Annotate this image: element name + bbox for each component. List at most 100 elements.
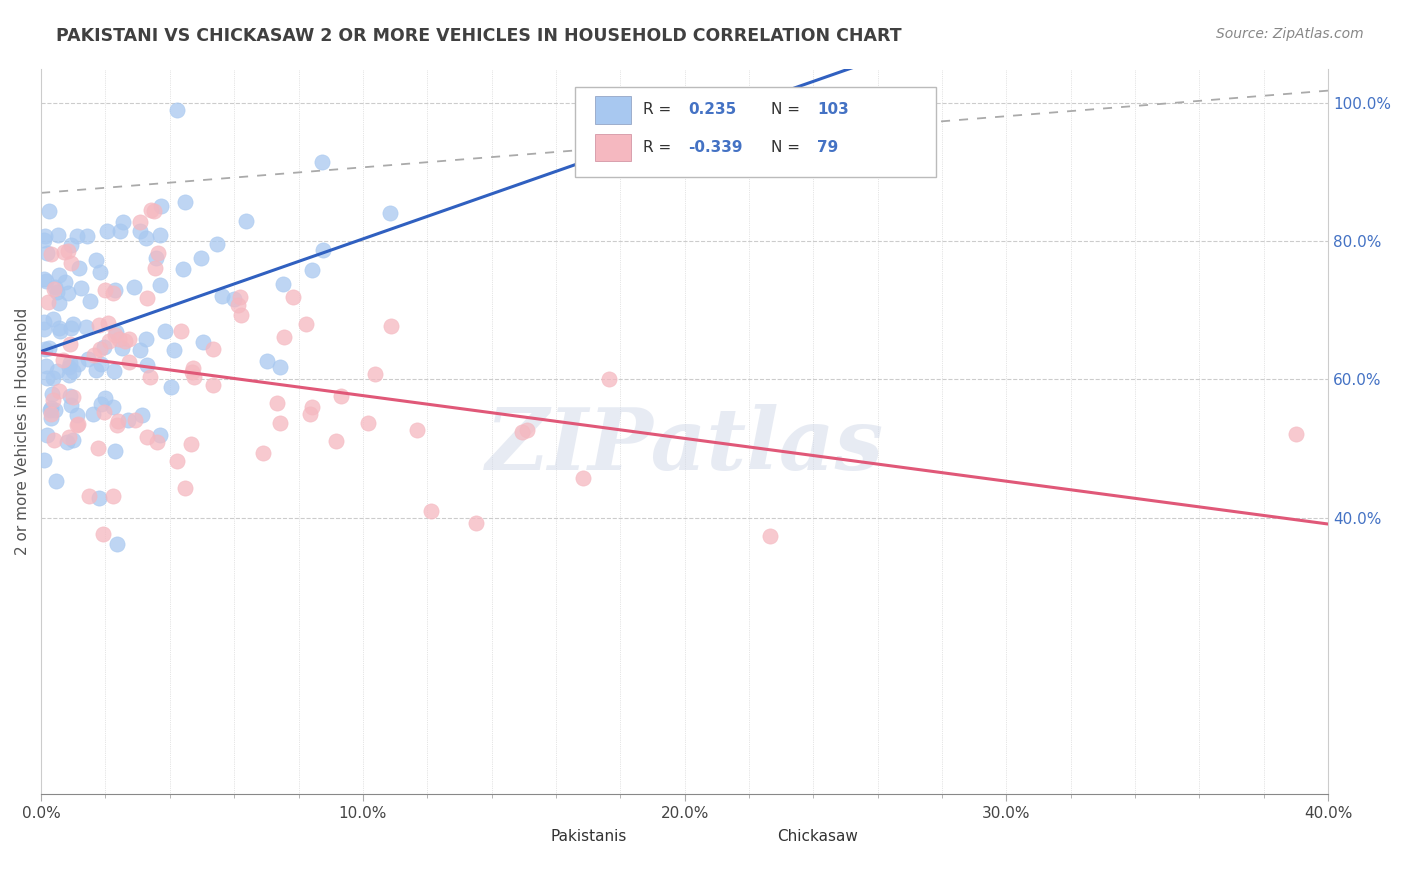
Point bbox=[211, 289, 233, 303]
Text: R =: R = bbox=[644, 103, 676, 118]
Point bbox=[62, 317, 84, 331]
Point bbox=[149, 427, 172, 442]
Text: R =: R = bbox=[644, 140, 676, 155]
Point bbox=[76, 228, 98, 243]
Point bbox=[160, 380, 183, 394]
Point bbox=[44, 280, 66, 294]
Point bbox=[108, 224, 131, 238]
Point bbox=[48, 321, 70, 335]
Point bbox=[181, 361, 204, 376]
Point bbox=[329, 389, 352, 403]
Point bbox=[44, 283, 66, 297]
Point bbox=[149, 277, 172, 292]
Point bbox=[174, 481, 197, 495]
Point bbox=[38, 203, 60, 218]
Point bbox=[118, 332, 141, 346]
Point bbox=[166, 103, 188, 117]
Point bbox=[37, 370, 59, 384]
Point bbox=[283, 290, 305, 304]
Point bbox=[84, 253, 107, 268]
Point bbox=[149, 227, 172, 242]
Text: Pakistanis: Pakistanis bbox=[551, 829, 627, 844]
Point bbox=[111, 215, 134, 229]
Point bbox=[269, 416, 291, 430]
Point bbox=[301, 262, 323, 277]
Point bbox=[93, 405, 115, 419]
Point bbox=[93, 340, 115, 354]
Text: 103: 103 bbox=[817, 103, 849, 118]
Point bbox=[42, 433, 65, 447]
Point bbox=[145, 251, 167, 265]
Point bbox=[1285, 427, 1308, 442]
Point bbox=[52, 353, 75, 368]
Point bbox=[122, 280, 145, 294]
Point bbox=[34, 315, 56, 329]
Point bbox=[69, 280, 91, 294]
Point bbox=[97, 316, 120, 330]
Point bbox=[39, 247, 62, 261]
Point bbox=[89, 491, 111, 505]
Point bbox=[34, 233, 56, 247]
Point bbox=[103, 400, 125, 414]
Point bbox=[89, 265, 111, 279]
Point bbox=[83, 348, 105, 362]
Point bbox=[34, 272, 56, 286]
Point bbox=[301, 400, 323, 414]
Point bbox=[166, 454, 188, 468]
Point bbox=[66, 229, 89, 244]
Point bbox=[103, 286, 125, 301]
Point bbox=[311, 155, 333, 169]
Point bbox=[34, 453, 56, 467]
Point bbox=[53, 275, 76, 289]
Point bbox=[49, 324, 72, 338]
Point bbox=[34, 322, 56, 336]
Point bbox=[146, 245, 169, 260]
Point bbox=[298, 408, 321, 422]
Text: N =: N = bbox=[770, 140, 804, 155]
Text: 0.235: 0.235 bbox=[689, 103, 737, 118]
FancyBboxPatch shape bbox=[595, 96, 630, 124]
Point bbox=[256, 354, 278, 368]
Point bbox=[406, 424, 429, 438]
Point bbox=[66, 418, 89, 433]
Text: -0.339: -0.339 bbox=[689, 140, 742, 155]
Point bbox=[96, 223, 118, 237]
Point bbox=[56, 286, 79, 301]
Point bbox=[131, 408, 153, 422]
Point bbox=[117, 413, 139, 427]
Point bbox=[190, 251, 212, 265]
Point bbox=[104, 327, 127, 342]
Point bbox=[66, 357, 89, 371]
Point bbox=[34, 342, 56, 356]
FancyBboxPatch shape bbox=[505, 825, 543, 847]
Point bbox=[172, 262, 194, 277]
Point bbox=[56, 244, 79, 258]
Point bbox=[128, 343, 150, 358]
Point bbox=[105, 418, 128, 433]
Text: PAKISTANI VS CHICKASAW 2 OR MORE VEHICLES IN HOUSEHOLD CORRELATION CHART: PAKISTANI VS CHICKASAW 2 OR MORE VEHICLE… bbox=[56, 27, 901, 45]
Point bbox=[111, 341, 134, 355]
Point bbox=[67, 260, 90, 275]
Point bbox=[38, 341, 60, 355]
Point bbox=[108, 332, 131, 346]
Point bbox=[273, 330, 295, 344]
Text: ZIPatlas: ZIPatlas bbox=[485, 404, 884, 488]
Point bbox=[269, 359, 291, 374]
Point bbox=[79, 489, 101, 503]
Point bbox=[380, 319, 402, 334]
Point bbox=[201, 342, 224, 356]
Point bbox=[58, 368, 80, 382]
Point bbox=[572, 471, 595, 485]
Point bbox=[79, 293, 101, 308]
Point bbox=[35, 428, 58, 442]
Point bbox=[141, 202, 163, 217]
Point bbox=[135, 231, 157, 245]
Point bbox=[228, 290, 250, 304]
Point bbox=[42, 371, 65, 385]
Point bbox=[114, 334, 136, 349]
Point bbox=[229, 308, 252, 322]
Text: Source: ZipAtlas.com: Source: ZipAtlas.com bbox=[1216, 27, 1364, 41]
Point bbox=[295, 317, 318, 331]
Point bbox=[60, 238, 83, 252]
Point bbox=[39, 410, 62, 425]
